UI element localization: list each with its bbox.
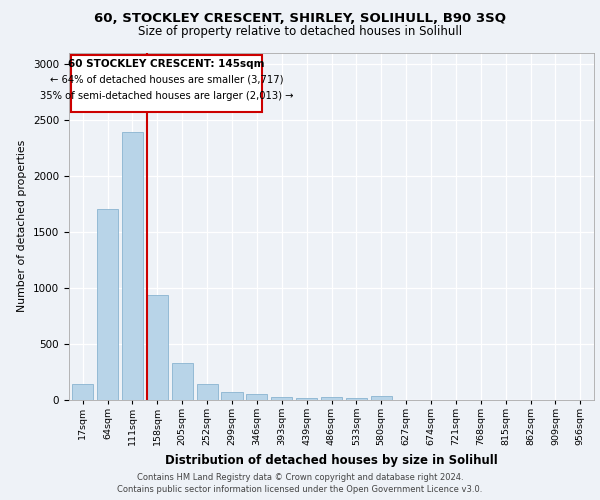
- Y-axis label: Number of detached properties: Number of detached properties: [17, 140, 28, 312]
- Bar: [147, 294, 168, 400]
- Bar: [371, 396, 392, 400]
- Bar: [197, 384, 218, 400]
- Bar: [172, 363, 193, 400]
- Bar: [246, 394, 268, 400]
- Bar: [97, 210, 118, 400]
- Text: 35% of semi-detached houses are larger (2,013) →: 35% of semi-detached houses are larger (…: [40, 90, 293, 101]
- Bar: [72, 384, 93, 400]
- Text: Size of property relative to detached houses in Solihull: Size of property relative to detached ho…: [138, 25, 462, 38]
- FancyBboxPatch shape: [71, 54, 262, 112]
- Text: Contains HM Land Registry data © Crown copyright and database right 2024.: Contains HM Land Registry data © Crown c…: [137, 472, 463, 482]
- Text: Contains public sector information licensed under the Open Government Licence v3: Contains public sector information licen…: [118, 485, 482, 494]
- Bar: [122, 132, 143, 400]
- Text: 60 STOCKLEY CRESCENT: 145sqm: 60 STOCKLEY CRESCENT: 145sqm: [68, 58, 265, 68]
- Bar: [271, 396, 292, 400]
- Bar: [296, 398, 317, 400]
- Bar: [346, 398, 367, 400]
- Bar: [221, 392, 242, 400]
- X-axis label: Distribution of detached houses by size in Solihull: Distribution of detached houses by size …: [165, 454, 498, 467]
- Text: 60, STOCKLEY CRESCENT, SHIRLEY, SOLIHULL, B90 3SQ: 60, STOCKLEY CRESCENT, SHIRLEY, SOLIHULL…: [94, 12, 506, 26]
- Text: ← 64% of detached houses are smaller (3,717): ← 64% of detached houses are smaller (3,…: [50, 75, 283, 85]
- Bar: [321, 396, 342, 400]
